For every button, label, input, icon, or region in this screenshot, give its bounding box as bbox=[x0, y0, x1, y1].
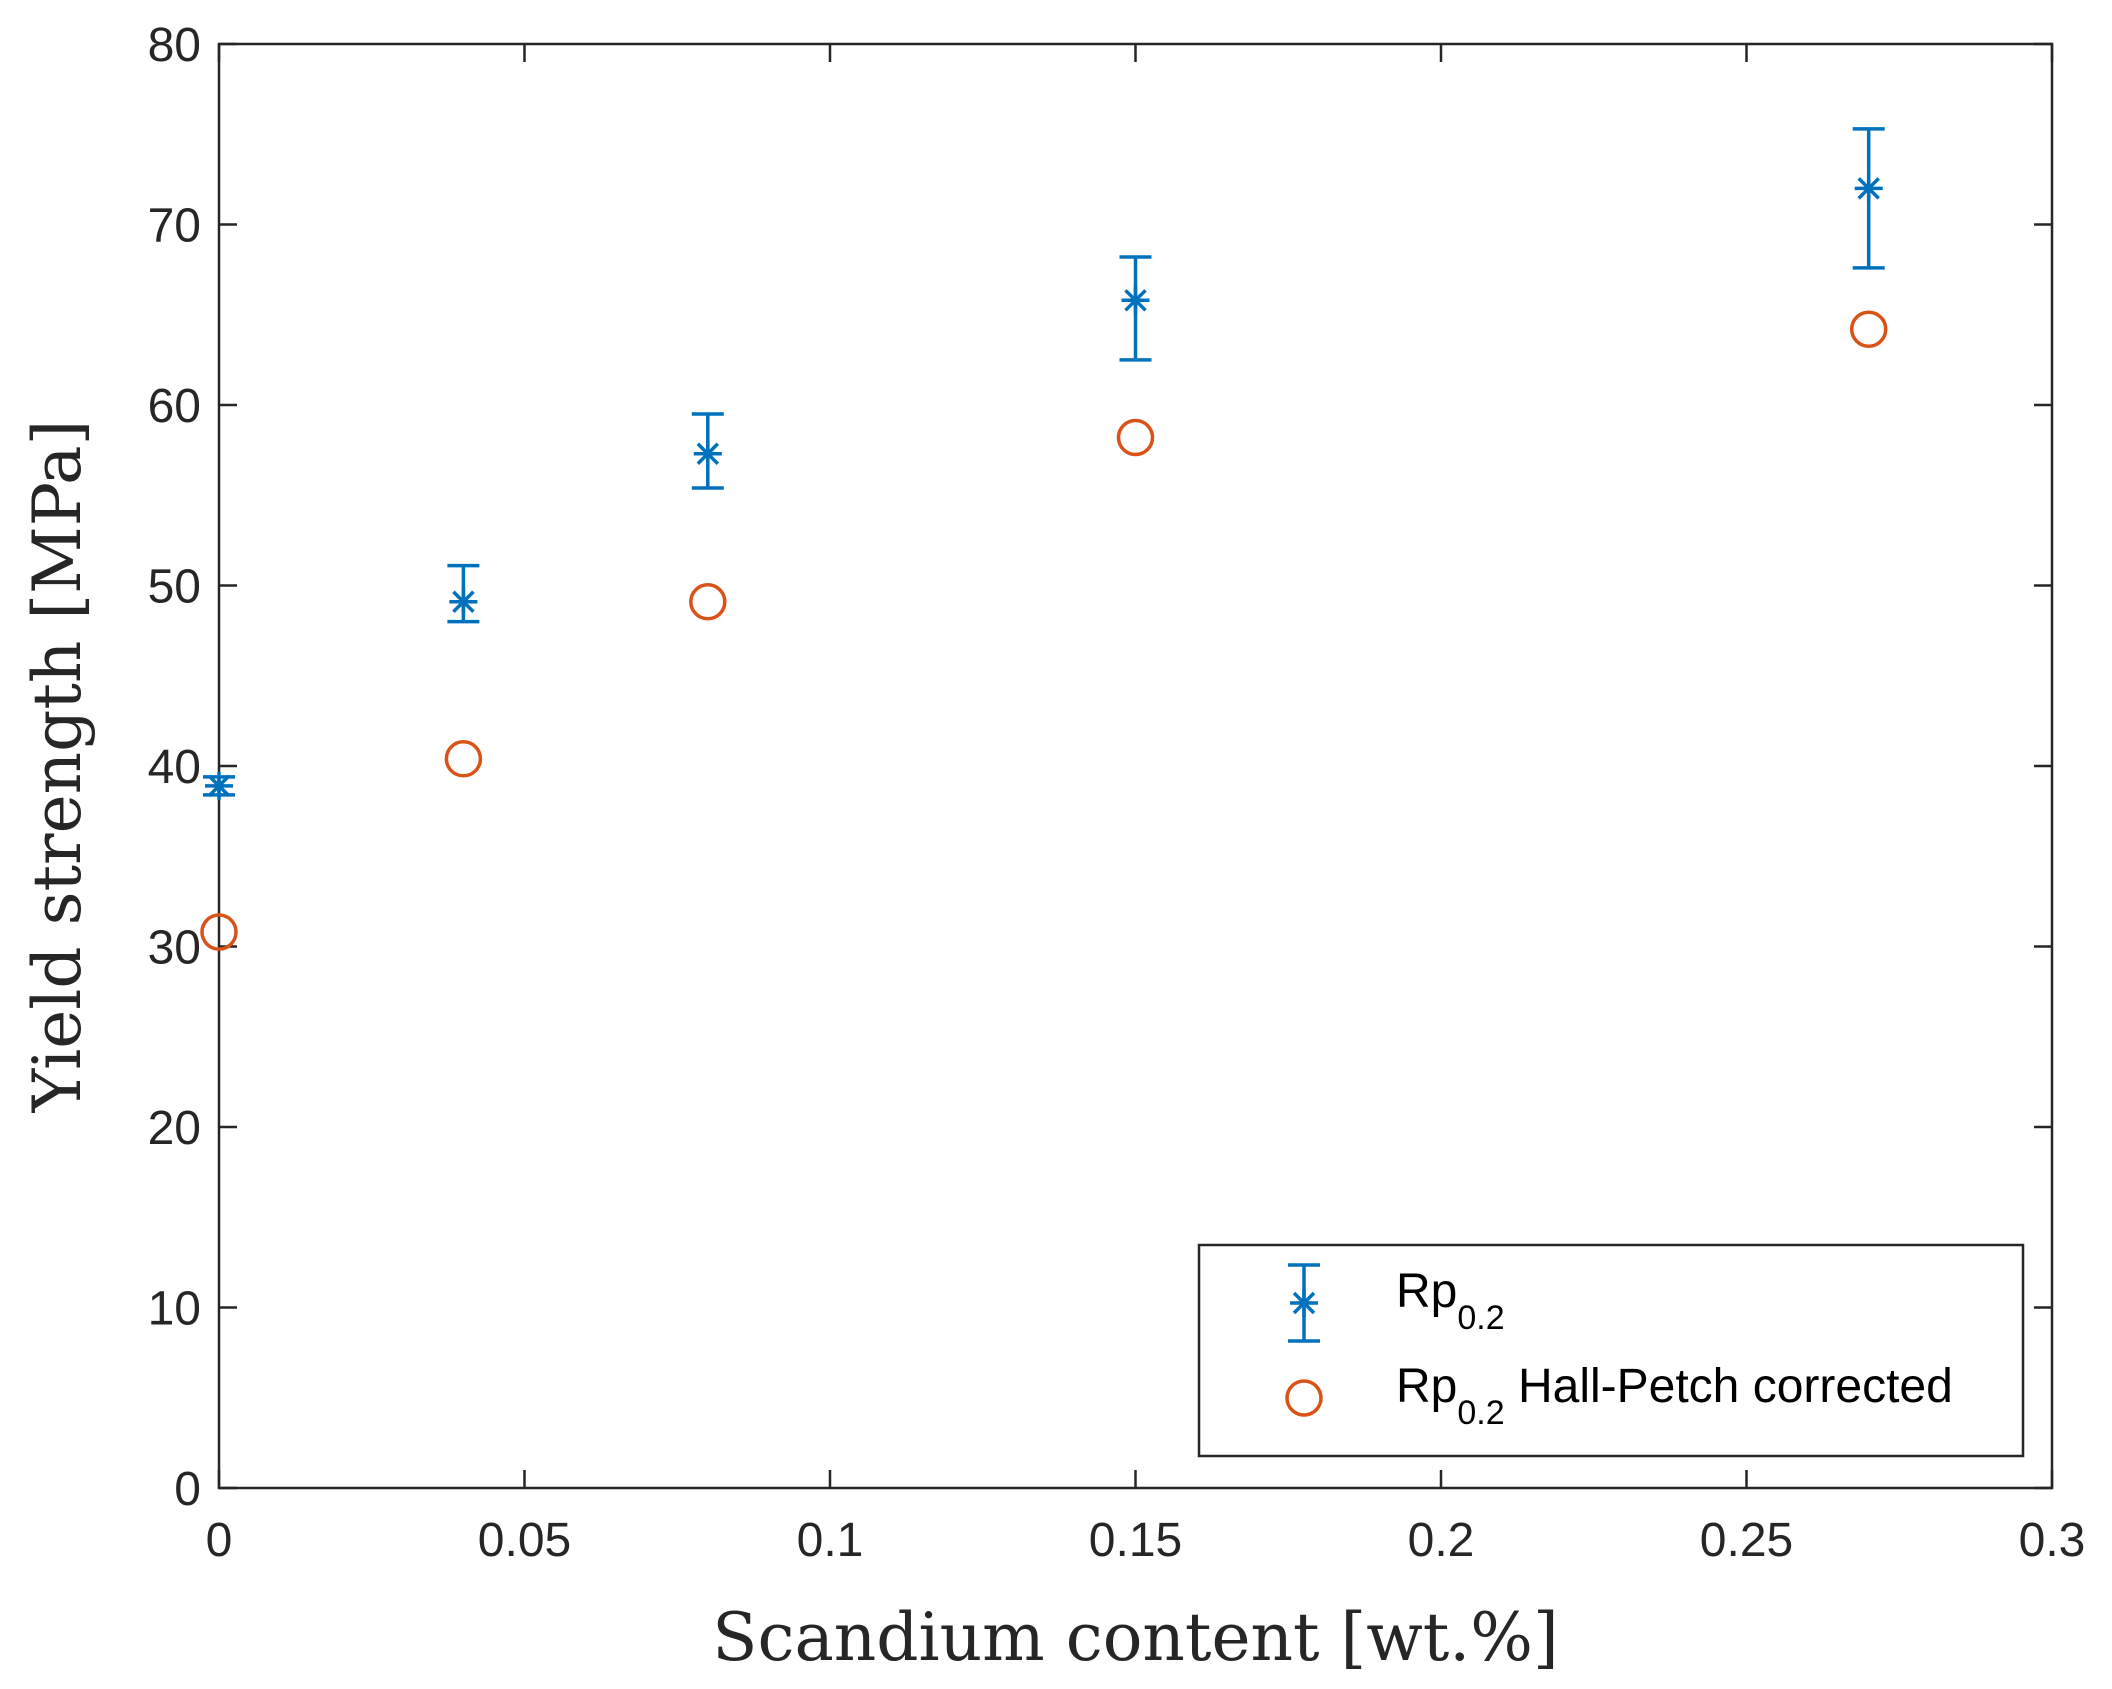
y-axis-title: Yield strength [MPa] bbox=[19, 420, 96, 1114]
y-tick-labels: 0 10 20 30 40 50 60 70 80 bbox=[148, 19, 201, 1516]
data-point-series-1 bbox=[205, 771, 233, 800]
data-point-series-1 bbox=[693, 439, 722, 468]
y-tick-label: 30 bbox=[148, 922, 201, 975]
y-tick-label: 50 bbox=[148, 561, 201, 614]
legend-marker bbox=[1285, 1379, 1323, 1417]
y-tick-label: 40 bbox=[148, 741, 201, 794]
axis-ticks bbox=[217, 42, 2054, 1490]
y-tick-label: 10 bbox=[148, 1283, 201, 1336]
legend: Rp0.2 Rp0.2 Hall-Petch corrected bbox=[1197, 1243, 2025, 1458]
data-point-series-2 bbox=[1116, 418, 1155, 457]
legend-label: Rp0.2 Hall-Petch corrected bbox=[1396, 1360, 1953, 1432]
x-tick-label: 0.05 bbox=[478, 1514, 571, 1567]
y-tick-label: 70 bbox=[148, 200, 201, 253]
y-tick-label: 0 bbox=[174, 1463, 201, 1516]
legend-label: Rp0.2 bbox=[1396, 1265, 1505, 1337]
x-tick-label: 0.3 bbox=[2019, 1514, 2086, 1567]
data-point-series-1 bbox=[449, 587, 478, 616]
x-axis-title: Scandium content [wt.%] bbox=[712, 1599, 1558, 1676]
x-tick-label: 0.2 bbox=[1408, 1514, 1475, 1567]
y-tick-label: 60 bbox=[148, 380, 201, 433]
legend-box bbox=[1197, 1243, 2025, 1458]
x-tick-label: 0 bbox=[206, 1514, 233, 1567]
data-point-series-2 bbox=[689, 582, 727, 621]
data-point-series-1 bbox=[1854, 174, 1883, 203]
data-point-series-1 bbox=[1121, 286, 1150, 315]
y-tick-label: 80 bbox=[148, 19, 201, 72]
y-tick-label: 20 bbox=[148, 1102, 201, 1155]
data-point-series-2 bbox=[1849, 310, 1888, 348]
x-tick-label: 0.25 bbox=[1700, 1514, 1793, 1567]
x-tick-label: 0.15 bbox=[1089, 1514, 1182, 1567]
x-tick-label: 0.1 bbox=[797, 1514, 864, 1567]
data-point-series-2 bbox=[200, 913, 238, 951]
x-tick-labels: 0 0.05 0.1 0.15 0.2 0.25 0.3 bbox=[206, 1514, 2086, 1567]
data-marks bbox=[200, 127, 1888, 951]
data-point-series-2 bbox=[444, 740, 483, 778]
legend-marker bbox=[1290, 1289, 1318, 1317]
